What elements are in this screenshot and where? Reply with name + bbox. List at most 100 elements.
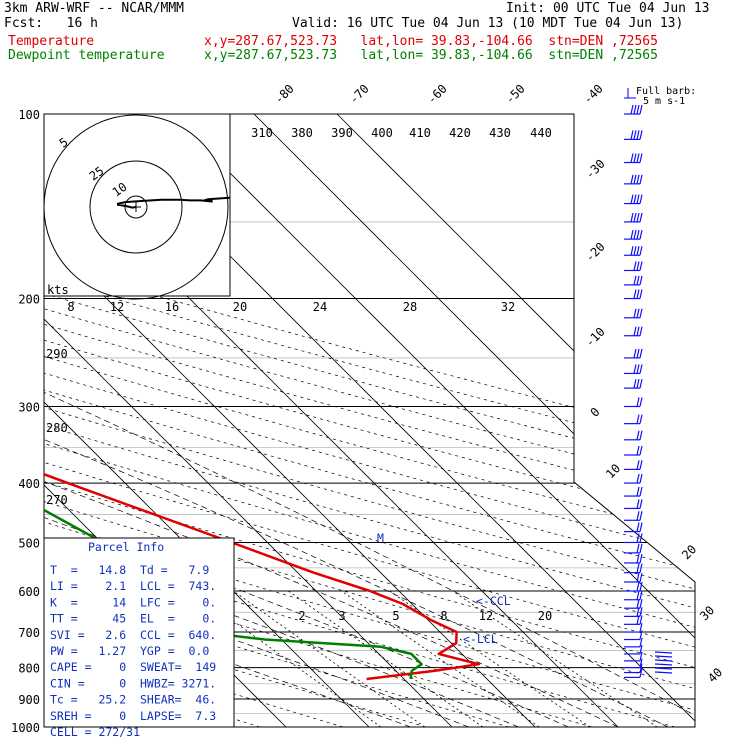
hodograph-ring-label: 25: [87, 164, 107, 184]
wind-barb: [624, 607, 643, 617]
wind-barb-flag: [636, 445, 640, 456]
pressure-tick-label: 400: [18, 477, 40, 491]
wind-barb-flag: [633, 194, 637, 204]
wind-barb-flag: [636, 473, 640, 484]
hodograph-speed-label: 20: [233, 300, 247, 314]
wind-barb-flag: [639, 378, 643, 389]
pressure-tick-label: 800: [18, 662, 40, 676]
dry-adiabat-line: [44, 114, 695, 727]
wind-barb-flag: [636, 607, 640, 617]
hodograph-speed-label: 16: [165, 300, 179, 314]
wind-barb: [624, 668, 643, 678]
wind-barb-flag: [636, 212, 640, 223]
temperature-tick-label: -80: [272, 82, 297, 107]
wind-barb-flag: [639, 572, 643, 583]
wind-barb: [624, 522, 643, 533]
wind-barb-flag: [636, 153, 640, 163]
mixing-ratio-label: 20: [538, 609, 552, 623]
wind-barb-flag: [639, 289, 643, 299]
hodograph-ring: [89, 160, 183, 254]
moist-adiabat-line: [44, 298, 695, 727]
parcel-info-row: CIN = 0 HWBZ= 3271.: [50, 676, 216, 690]
wind-barb-flag: [639, 130, 643, 140]
wind-barb-flag: [639, 599, 643, 609]
temperature-tick-label: -20: [583, 240, 608, 265]
wind-barb-flag: [636, 543, 640, 554]
theta-label: 270: [46, 493, 68, 507]
ccl-marker: <-CCL: [476, 594, 511, 608]
wind-barb-flag: [633, 308, 637, 318]
wind-barb: [624, 348, 643, 359]
wind-barb: [624, 445, 643, 456]
wind-barb-flag: [633, 153, 637, 163]
wind-barb: [624, 572, 643, 583]
wind-barb-flag: [633, 289, 637, 299]
moist-adiabat-line: [44, 298, 619, 727]
dry-adiabat-line: [44, 114, 509, 727]
temperature-tick-label: 40: [705, 665, 725, 685]
wind-barb-flag: [639, 174, 643, 184]
wind-barb-flag: [639, 637, 643, 647]
moist-adiabat-line: [44, 298, 569, 727]
wind-barb-flag: [639, 663, 643, 673]
hodograph-trace: [117, 196, 230, 209]
wind-barb-flag: [633, 275, 637, 286]
init-time: Init: 00 UTC Tue 04 Jun 13: [506, 1, 710, 16]
wind-barb-flag: [639, 261, 643, 271]
temperature-tick-label: 0: [588, 405, 603, 420]
wind-barb-flag: [639, 658, 643, 668]
moist-adiabat-line: [44, 298, 519, 727]
wind-barb-flag: [636, 308, 640, 318]
wind-barb-flag: [630, 194, 634, 204]
temperature-profile-line: [44, 114, 481, 681]
wind-barb: [624, 644, 643, 655]
wind-barb: [624, 622, 643, 633]
wind-barb: [624, 275, 643, 286]
parcel-info-row: TT = 45 EL = 0.: [50, 612, 216, 626]
wind-barb-flag: [636, 275, 640, 286]
theta-label: 440: [530, 126, 552, 140]
theta-label: 390: [331, 126, 353, 140]
pressure-tick-label: 300: [18, 400, 40, 414]
theta-label: 420: [449, 126, 471, 140]
wind-barb: [624, 414, 643, 425]
hodograph-ring: [43, 114, 229, 300]
wind-barb-flag: [639, 553, 643, 564]
wind-barb: [624, 499, 643, 510]
m-marker: M: [377, 531, 384, 545]
wind-barb-flag: [633, 229, 637, 240]
wind-barb-flag: [639, 522, 643, 532]
hodograph-speed-label: 32: [501, 300, 515, 314]
theta-label: 430: [489, 126, 511, 140]
wind-barb-flag: [636, 563, 640, 573]
wind-barb-flag: [639, 153, 643, 163]
dewpoint-location: x,y=287.67,523.73 lat,lon= 39.83,-104.66…: [204, 48, 658, 63]
wind-barb-shaft: [654, 655, 673, 658]
wind-barb-flag: [639, 473, 643, 484]
parcel-info-row: SREH = 0 LAPSE= 7.3: [50, 709, 216, 723]
wind-barb-flag: [636, 364, 640, 374]
wind-barb-flag: [639, 430, 643, 440]
wind-barb-flag: [633, 261, 637, 271]
temperature-legend: Temperature: [8, 34, 95, 49]
parcel-info-row: LI = 2.1 LCL = 743.: [50, 579, 216, 593]
dry-adiabat-line: [44, 114, 695, 727]
wind-barb-flag: [639, 511, 643, 521]
wind-barb-flag: [639, 229, 643, 240]
parcel-info-row: CAPE = 0 SWEAT= 149: [50, 660, 216, 674]
wind-barb-flag: [639, 543, 643, 554]
wind-barb-flag: [636, 348, 640, 359]
wind-barb-flag: [639, 348, 643, 359]
theta-label: 380: [291, 126, 313, 140]
wind-barb-flag: [639, 644, 643, 655]
moist-adiabat-line: [44, 298, 411, 727]
wind-barb-flag: [636, 194, 640, 204]
temperature-tick-label: 10: [603, 461, 623, 481]
wind-barb: [624, 630, 643, 641]
valid-time: Valid: 16 UTC Tue 04 Jun 13 (10 MDT Tue …: [292, 16, 684, 31]
wind-barb: [624, 326, 643, 337]
wind-barb: [624, 581, 643, 592]
dewpoint-profile-line: [44, 114, 423, 680]
pressure-tick-label: 200: [18, 293, 40, 307]
wind-barb-flag: [639, 581, 643, 592]
